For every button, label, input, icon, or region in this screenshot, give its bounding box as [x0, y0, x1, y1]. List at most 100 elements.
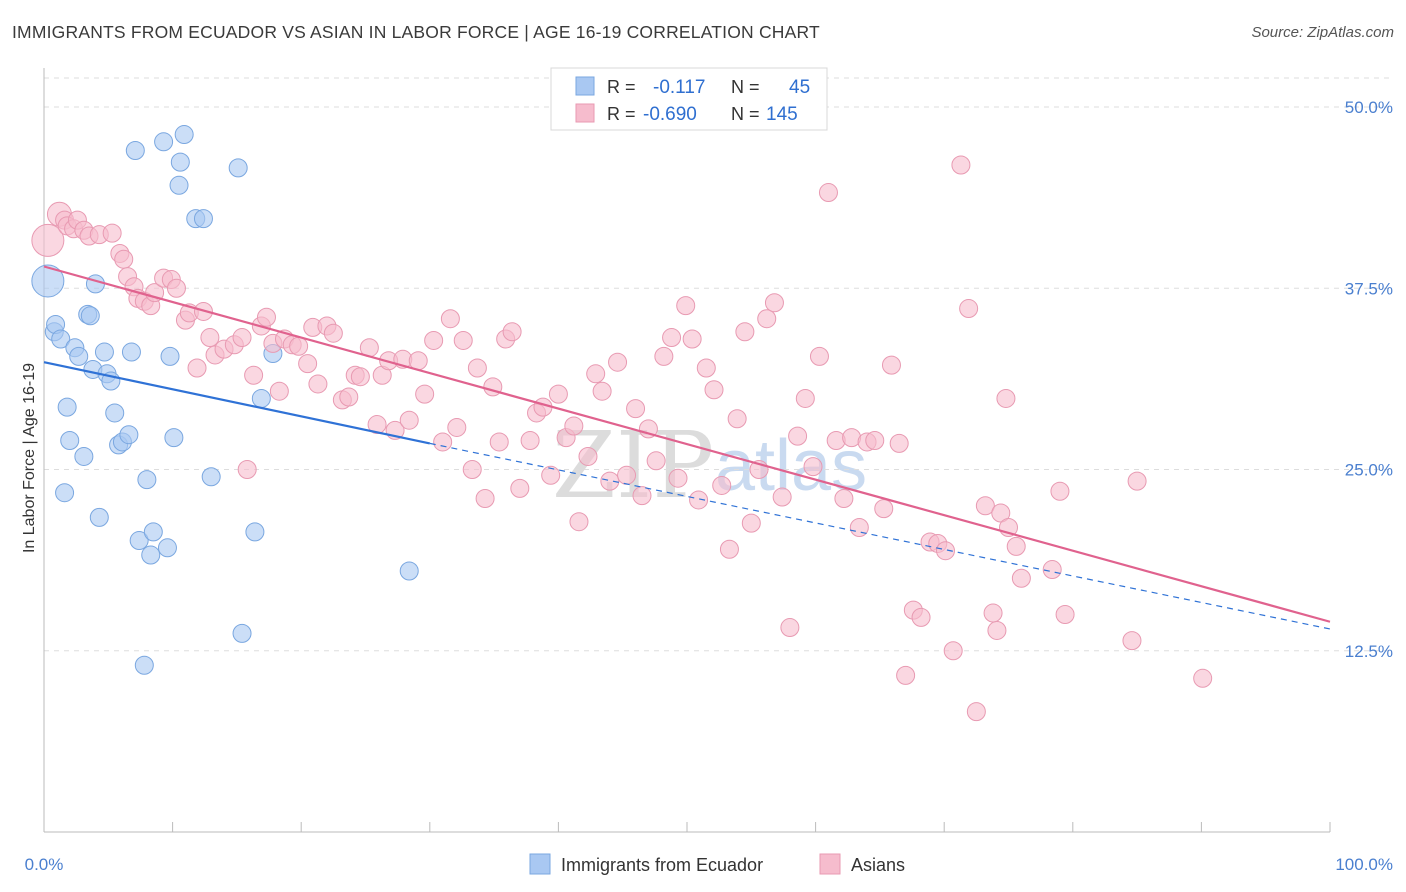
ecuador-point [60, 431, 80, 450]
ecuador-point [157, 538, 177, 558]
series-asians-points [31, 155, 1213, 722]
asians-point [237, 460, 257, 479]
asians-point [764, 293, 784, 313]
asians-point [780, 618, 800, 638]
asians-point [983, 603, 1003, 623]
asians-point [433, 432, 453, 452]
asians-point [1127, 471, 1147, 491]
asians-point [704, 380, 724, 400]
asians-point [689, 490, 709, 510]
asians-point [592, 381, 612, 401]
asians-point [166, 278, 186, 298]
ecuador-point [399, 561, 419, 581]
asians-point [911, 607, 931, 627]
asians-point [1011, 568, 1031, 588]
trend-lines [43, 265, 1331, 630]
asians-point [399, 410, 419, 430]
ecuador-point [232, 623, 252, 643]
ecuador-point [154, 132, 174, 152]
asians-point [943, 641, 963, 661]
asians-point [308, 374, 328, 394]
asians-point [809, 346, 829, 366]
asians-point [298, 354, 318, 374]
asians-point [712, 475, 732, 495]
asians-point [626, 399, 646, 419]
asians-point [1055, 605, 1075, 624]
legend-n-label-asians: N = [731, 104, 760, 124]
ecuador-point [85, 274, 105, 294]
asians-point [453, 330, 473, 350]
axes [43, 68, 1331, 833]
asians-point [467, 358, 487, 378]
ecuador-point [57, 397, 77, 417]
asians-point [1122, 631, 1142, 651]
legend-top: R = -0.117 N = 45 R = -0.690 N = 145 [550, 67, 828, 131]
asians-point [951, 155, 971, 175]
series-ecuador-points [31, 125, 419, 675]
asians-point [323, 323, 343, 343]
asians-point [415, 384, 435, 404]
asians-point [424, 330, 444, 350]
x-tick-label: 100.0% [1335, 855, 1393, 874]
asians-point [654, 346, 674, 366]
trend-line-asians [43, 265, 1331, 623]
legend-bottom-swatch-asians [819, 853, 841, 875]
legend-bottom-label-asians: Asians [851, 855, 905, 875]
asians-point [586, 364, 606, 384]
y-tick-label: 25.0% [1345, 461, 1393, 480]
asians-point [462, 460, 482, 479]
asians-point [608, 352, 628, 372]
asians-point [896, 665, 916, 685]
ecuador-point [164, 428, 184, 448]
asians-point [975, 496, 995, 516]
ecuador-point [55, 483, 75, 503]
ecuador-point [141, 545, 161, 565]
asians-point [662, 328, 682, 348]
y-tick-label: 50.0% [1345, 98, 1393, 117]
ecuador-point [245, 522, 265, 542]
asians-point [244, 365, 264, 385]
ecuador-point [201, 467, 221, 487]
asians-point [757, 309, 777, 329]
asians-point [145, 283, 165, 303]
asians-point [289, 336, 309, 356]
legend-r-value-asians: -0.690 [643, 104, 697, 125]
ecuador-point [174, 125, 194, 145]
legend-n-label-ecuador: N = [731, 77, 760, 97]
asians-point [727, 409, 747, 429]
asians-point [741, 513, 761, 533]
asians-point [600, 471, 620, 491]
x-tick-labels: 0.0% 100.0% [25, 855, 1393, 874]
ecuador-point [119, 425, 139, 445]
asians-point [232, 328, 252, 348]
asians-point [646, 451, 666, 471]
ecuador-point [170, 152, 190, 172]
y-axis-label: In Labor Force | Age 16-19 [21, 363, 38, 553]
asians-point [632, 486, 652, 506]
asians-point [367, 415, 387, 435]
y-tick-label: 37.5% [1345, 279, 1393, 298]
ecuador-point [89, 507, 109, 527]
ecuador-point [143, 522, 163, 542]
legend-n-value-ecuador: 45 [789, 77, 810, 98]
ecuador-point [134, 655, 154, 675]
legend-bottom-swatch-ecuador [529, 853, 551, 875]
asians-point [510, 478, 530, 498]
asians-point [682, 329, 702, 349]
asians-point [256, 307, 276, 327]
asians-point [440, 309, 460, 329]
asians-point [269, 381, 289, 401]
asians-point [1006, 536, 1026, 556]
x-tick-label: 0.0% [25, 855, 64, 874]
asians-point [1050, 481, 1070, 501]
asians-point [874, 499, 894, 519]
chart-title: IMMIGRANTS FROM ECUADOR VS ASIAN IN LABO… [12, 22, 820, 42]
asians-point [200, 328, 220, 348]
asians-point [1042, 560, 1062, 580]
ecuador-point [129, 531, 149, 551]
asians-point [350, 367, 370, 387]
trend-line-ecuador-extension [429, 442, 1331, 630]
asians-point [569, 512, 589, 532]
asians-point [520, 431, 540, 450]
asians-point [889, 433, 909, 453]
